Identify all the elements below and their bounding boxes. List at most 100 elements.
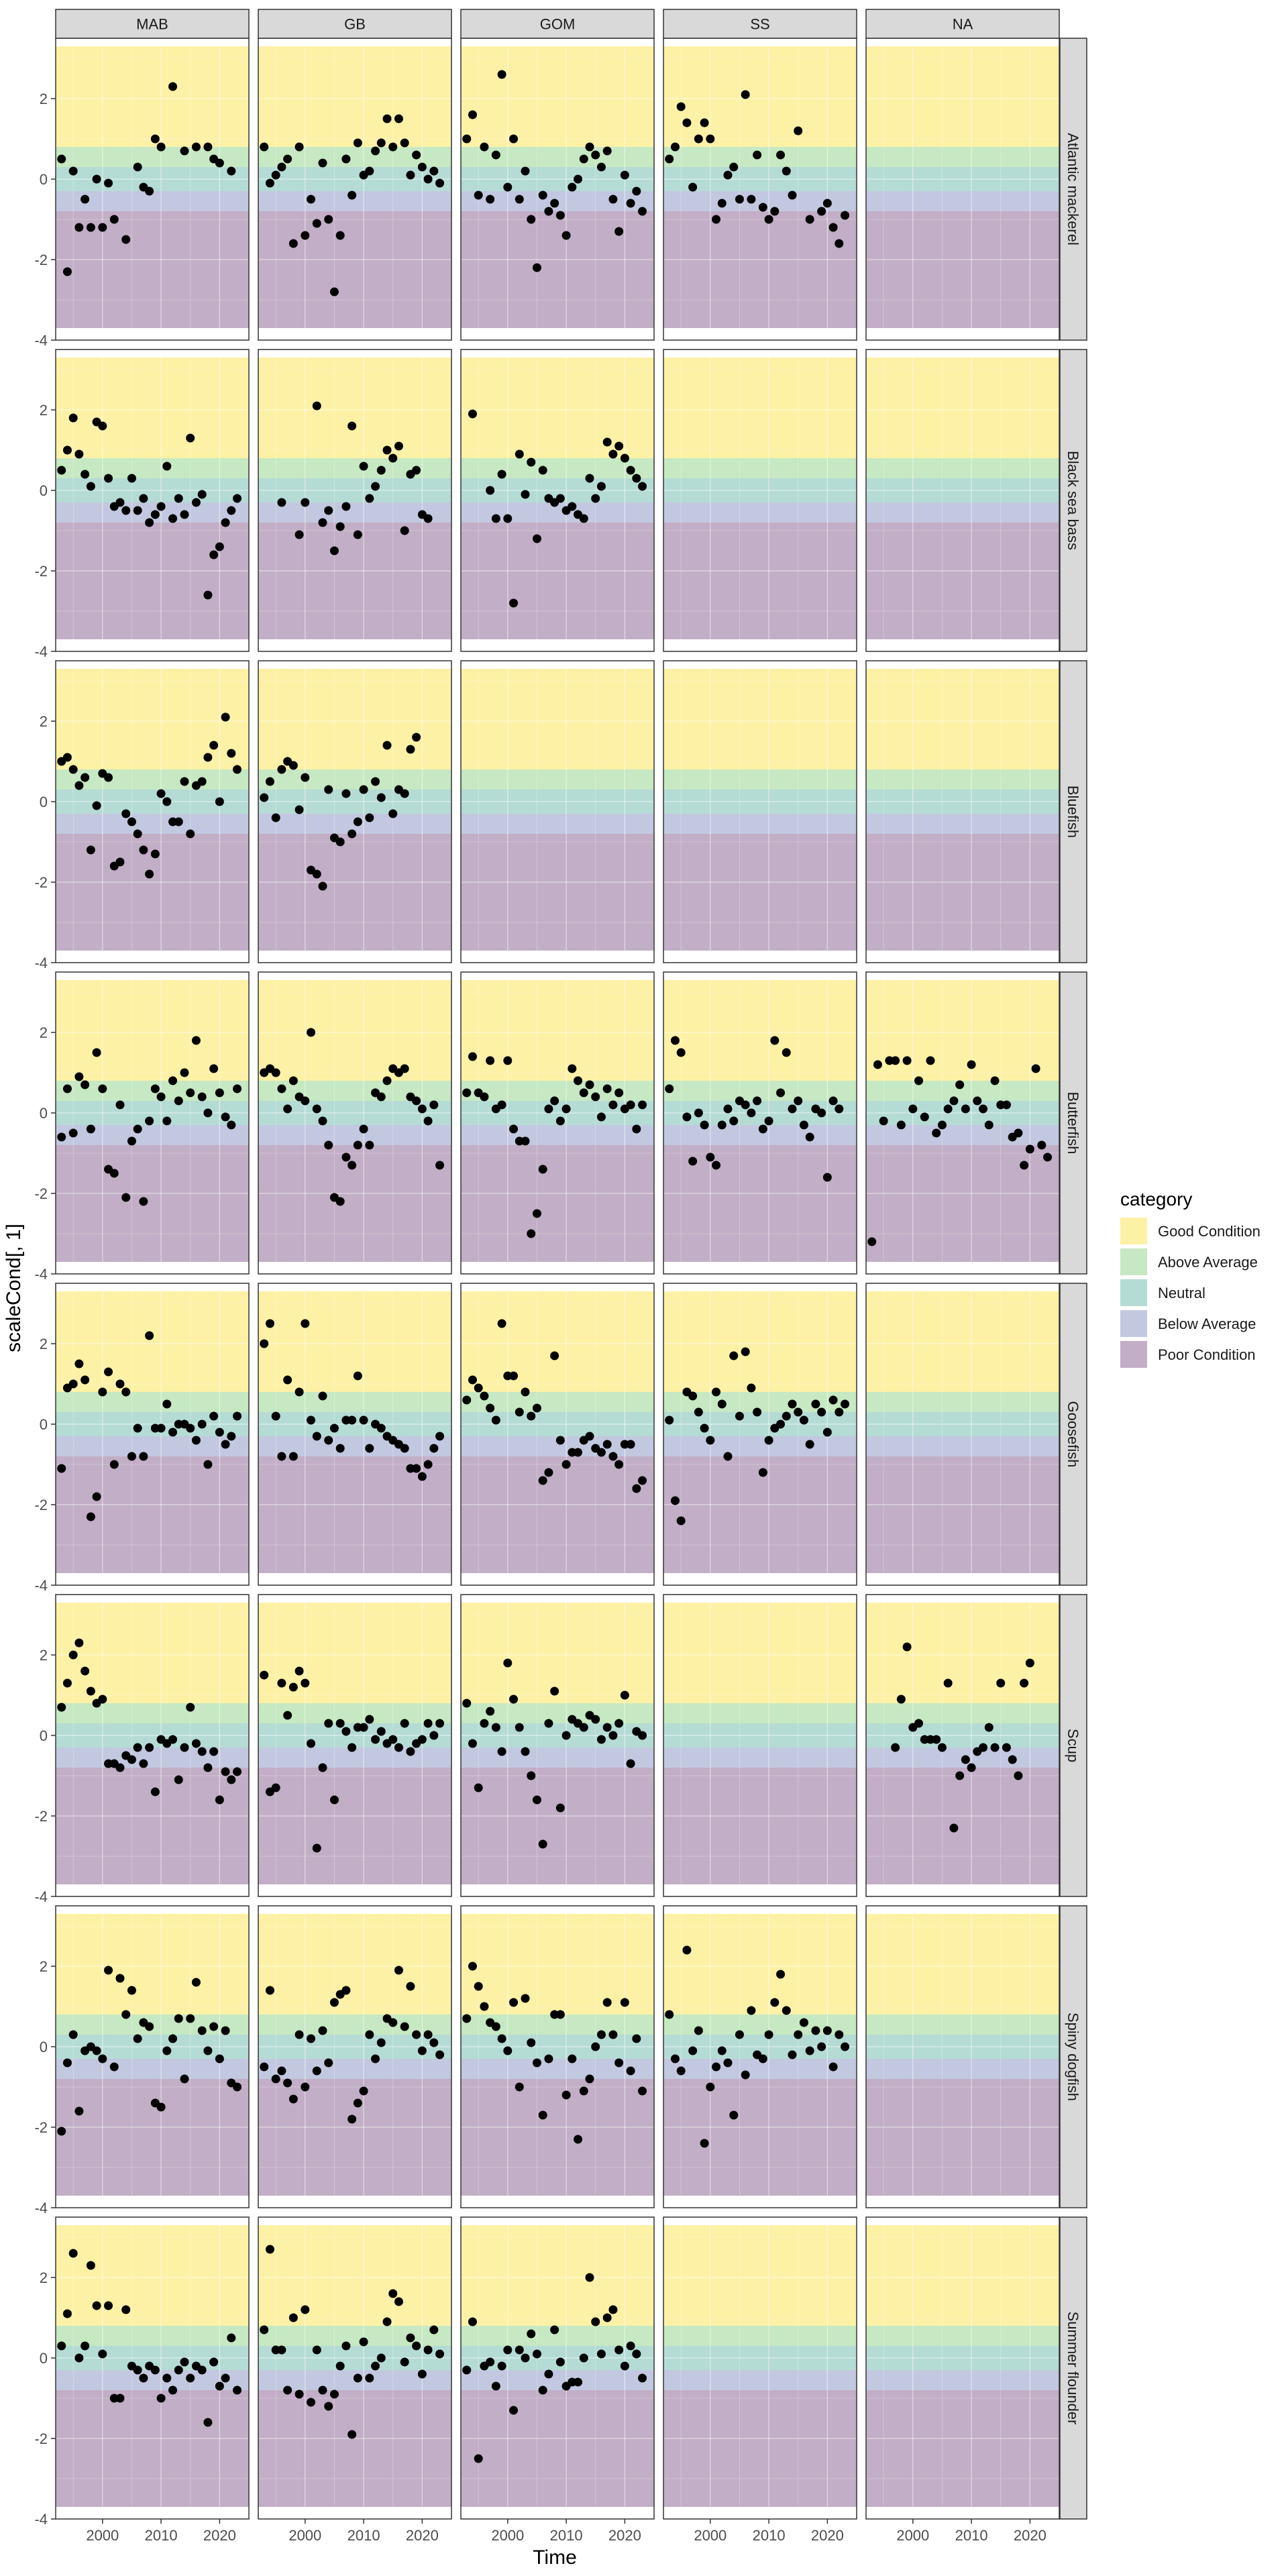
- x-tick-label: 2020: [1014, 2527, 1046, 2544]
- data-point: [902, 1642, 912, 1652]
- legend-label-below-average: Below Average: [1158, 1316, 1256, 1332]
- row-strip-label: Scup: [1065, 1729, 1081, 1762]
- band-poor-condition: [663, 1456, 857, 1573]
- data-point: [412, 733, 421, 742]
- data-point: [700, 1120, 709, 1130]
- panel-border: [258, 349, 452, 652]
- data-point: [312, 1843, 321, 1853]
- data-point: [312, 2066, 321, 2076]
- data-point: [747, 195, 756, 204]
- data-point: [191, 1036, 201, 1045]
- data-point: [491, 2381, 500, 2391]
- data-point: [491, 1415, 500, 1425]
- data-point: [706, 2082, 715, 2092]
- band-above-average: [866, 1392, 1059, 1412]
- x-tick-label: 2010: [955, 2527, 988, 2544]
- data-point: [468, 409, 477, 419]
- data-point: [98, 1695, 107, 1704]
- data-point: [735, 2030, 744, 2039]
- y-tick-label: 0: [40, 2350, 48, 2367]
- data-point: [741, 90, 750, 99]
- band-good-condition: [56, 1291, 249, 1392]
- data-point: [376, 1092, 386, 1102]
- data-point: [341, 502, 351, 511]
- x-tick-label: 2010: [550, 2527, 583, 2544]
- band-good-condition: [461, 2225, 654, 2326]
- x-tick-label: 2010: [145, 2527, 178, 2544]
- data-point: [365, 1444, 374, 1453]
- data-point: [579, 2086, 588, 2096]
- data-point: [221, 1112, 230, 1122]
- data-point: [233, 2385, 242, 2395]
- data-point: [233, 1084, 242, 1093]
- data-point: [283, 2385, 292, 2395]
- data-point: [626, 199, 635, 208]
- data-point: [98, 2054, 107, 2063]
- data-point: [341, 789, 351, 798]
- panel-border: [258, 1594, 452, 1897]
- data-point: [788, 1399, 797, 1409]
- data-point: [538, 466, 547, 475]
- data-point: [417, 1104, 427, 1114]
- data-point: [92, 2046, 101, 2055]
- data-point: [555, 1436, 565, 1445]
- data-point: [943, 1678, 953, 1688]
- band-poor-condition: [258, 523, 451, 639]
- data-point: [400, 1719, 409, 1728]
- data-point: [700, 118, 709, 127]
- data-point: [162, 2046, 172, 2055]
- data-point: [376, 2038, 386, 2047]
- data-point: [423, 2030, 433, 2039]
- data-point: [462, 1088, 472, 1097]
- data-point: [670, 1496, 680, 1505]
- data-point: [115, 857, 125, 867]
- band-poor-condition: [866, 834, 1059, 951]
- data-point: [80, 1666, 90, 1676]
- data-point: [574, 1076, 583, 1085]
- data-point: [920, 1112, 929, 1122]
- data-point: [109, 1169, 119, 1178]
- data-point: [294, 805, 304, 814]
- legend-label-neutral: Neutral: [1158, 1285, 1205, 1301]
- data-point: [121, 1193, 131, 1202]
- y-tick-label: -4: [34, 332, 48, 349]
- panel-scup-gom: [460, 1594, 655, 1897]
- band-above-average: [258, 2326, 451, 2346]
- data-point: [503, 182, 513, 192]
- data-point: [197, 1092, 207, 1102]
- data-point: [984, 1120, 994, 1130]
- band-above-average: [258, 1081, 451, 1101]
- data-point: [301, 1319, 310, 1328]
- data-point: [747, 2006, 756, 2015]
- data-point: [307, 1415, 316, 1425]
- data-point: [227, 1432, 236, 1441]
- data-point: [265, 2245, 274, 2254]
- data-point: [68, 2030, 78, 2039]
- data-point: [521, 490, 530, 499]
- data-point: [891, 1056, 900, 1065]
- data-point: [371, 146, 380, 156]
- data-point: [335, 1197, 345, 1206]
- band-below-average: [663, 2370, 857, 2390]
- panel-atlantic-mackerel-na: [865, 38, 1060, 341]
- data-point: [544, 2054, 553, 2063]
- data-point: [104, 2301, 113, 2310]
- data-point: [873, 1060, 882, 1069]
- data-point: [215, 2381, 224, 2391]
- data-point: [515, 1407, 524, 1417]
- data-point: [486, 1056, 495, 1065]
- panel-border: [865, 349, 1060, 652]
- data-point: [614, 1460, 624, 1469]
- data-point: [203, 753, 213, 762]
- data-point: [156, 789, 166, 798]
- band-above-average: [866, 2326, 1059, 2346]
- data-point: [602, 437, 612, 447]
- legend-swatch-good-condition: [1120, 1218, 1147, 1244]
- band-good-condition: [56, 46, 249, 147]
- data-point: [538, 1839, 547, 1849]
- data-point: [86, 223, 95, 232]
- data-point: [417, 162, 427, 172]
- data-point: [318, 2385, 327, 2395]
- data-point: [596, 482, 606, 491]
- data-point: [400, 789, 409, 798]
